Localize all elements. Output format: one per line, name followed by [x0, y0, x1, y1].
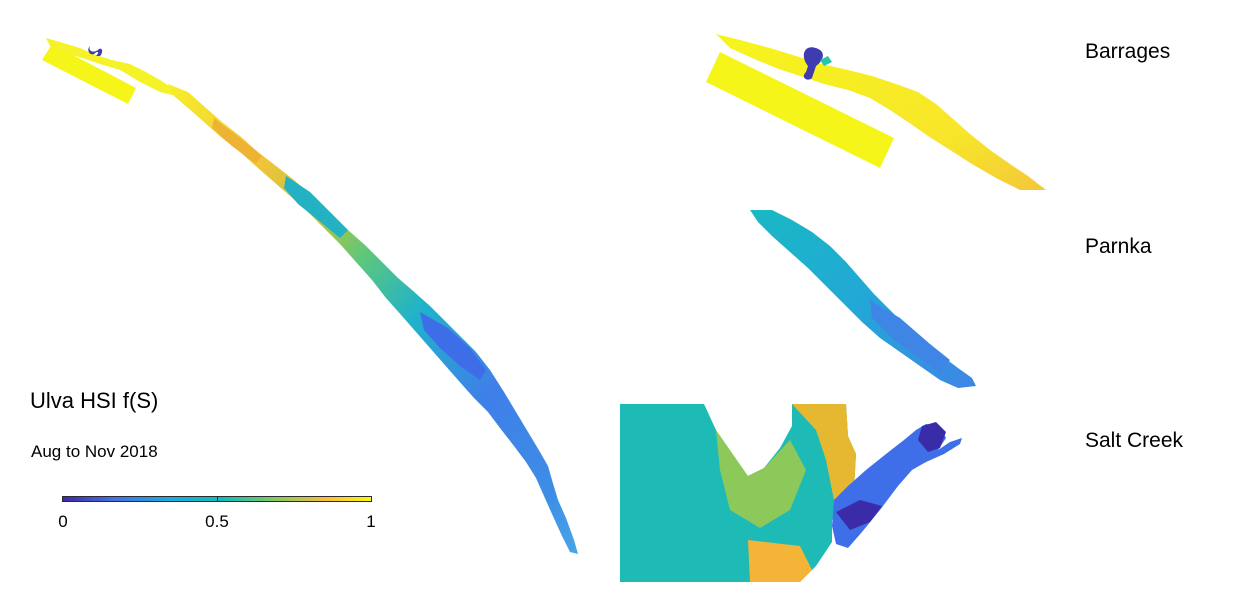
parnka-inset	[750, 210, 976, 388]
lagoon-body	[168, 84, 578, 554]
lagoon-mid-basin	[284, 176, 348, 238]
parnka-south-lobe	[870, 300, 950, 372]
region-label-barrages: Barrages	[1085, 40, 1171, 63]
lagoon-upper-basin	[212, 118, 262, 164]
region-label-salt-creek: Salt Creek	[1085, 429, 1184, 452]
salt-creek-channel	[832, 424, 962, 548]
colorbar-tick-mid	[217, 497, 218, 501]
salt-creek-mid-green	[716, 430, 806, 528]
main-lagoon-map	[42, 38, 578, 554]
barrages-ocean-block	[706, 52, 894, 168]
lagoon-north-arm	[46, 38, 176, 96]
salt-creek-channel-deep	[836, 422, 946, 530]
barrages-lagoon	[716, 34, 1046, 190]
colorbar-label-mid: 0.5	[205, 512, 229, 531]
figure-title: Ulva HSI f(S)	[30, 388, 159, 413]
colorbar-label-max: 1	[366, 512, 376, 531]
barrages-sliver	[820, 56, 832, 66]
ocean-mouth-block	[42, 44, 136, 104]
barrages-channel	[803, 47, 823, 80]
barrages-inset	[706, 34, 1046, 190]
salt-creek-south-warm	[748, 540, 812, 582]
colorbar-label-min: 0	[58, 512, 68, 531]
colorbar	[62, 496, 372, 502]
murray-mouth-channel	[88, 46, 103, 56]
region-label-parnka: Parnka	[1085, 235, 1152, 258]
lagoon-south-basin	[420, 312, 486, 380]
salt-creek-inset	[620, 404, 962, 582]
salt-creek-east-warm	[792, 404, 856, 500]
figure-subtitle: Aug to Nov 2018	[31, 442, 158, 461]
